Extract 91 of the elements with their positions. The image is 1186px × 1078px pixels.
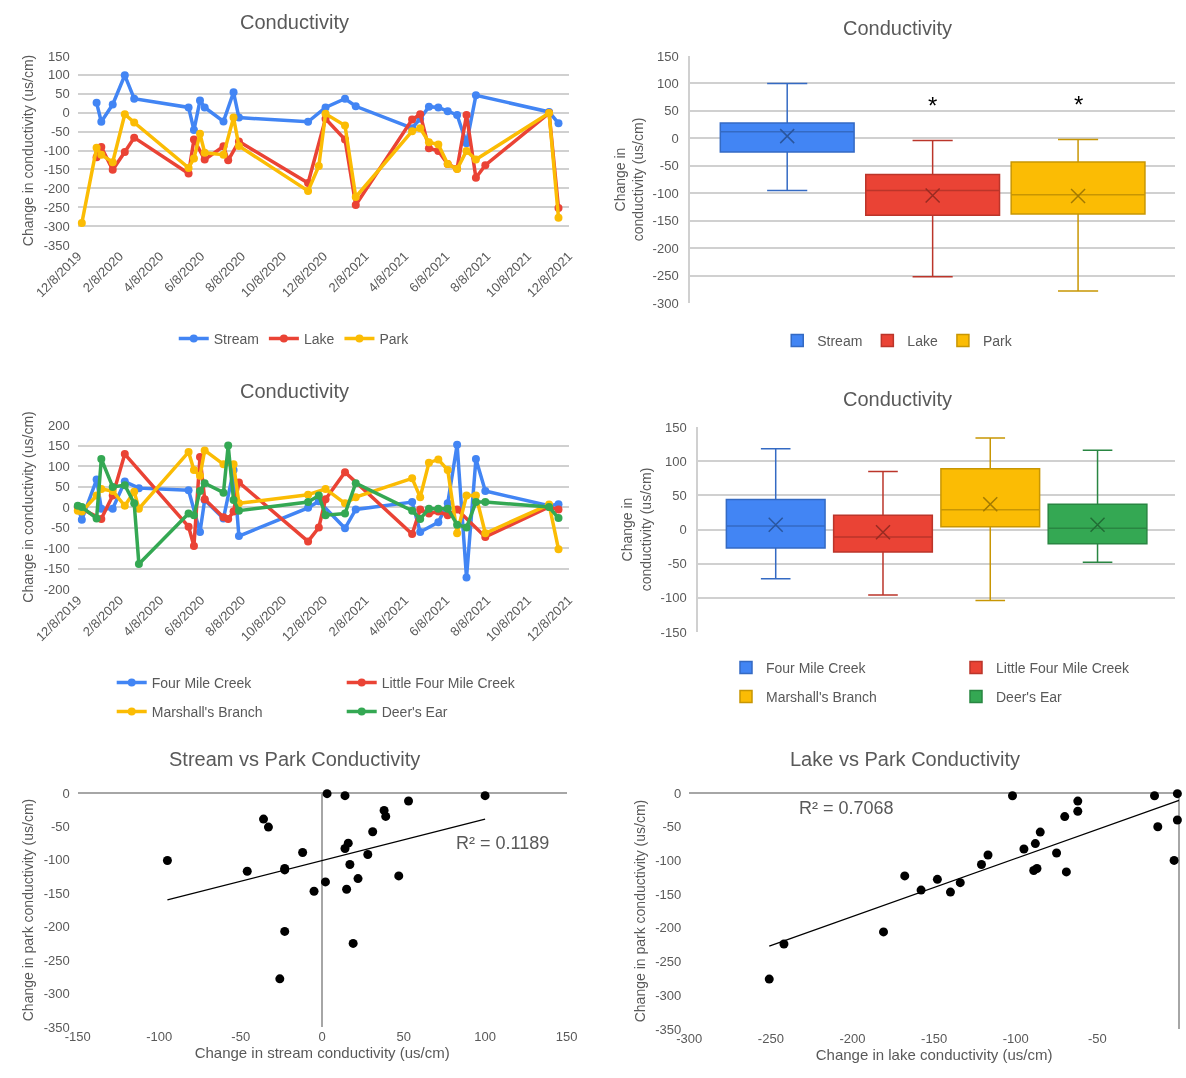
x-tick-label: -50 — [231, 1029, 251, 1044]
x-axis-title: Change in stream conductivity (us/cm) — [194, 1044, 450, 1061]
y-tick-label: 150 — [48, 438, 70, 454]
y-tick-label: -300 — [43, 986, 70, 1002]
y-tick-label: 0 — [62, 499, 70, 515]
chart-title: Conductivity — [240, 11, 349, 33]
y-tick-label: 100 — [48, 458, 70, 474]
legend-label: Four Mile Creek — [151, 675, 253, 692]
y-tick-label: 0 — [62, 105, 70, 121]
y-tick-label: -250 — [43, 199, 70, 215]
x-tick-label: -250 — [757, 1031, 784, 1046]
legend-label: Stream — [213, 331, 259, 348]
x-tick-label: -100 — [146, 1029, 173, 1044]
y-tick-label: -300 — [43, 218, 70, 234]
y-tick-label: 0 — [671, 130, 679, 146]
y-tick-label: -50 — [51, 520, 70, 536]
y-axis-title: Change in conductivity (us/cm) — [619, 467, 654, 592]
legend-label: Deer's Ear — [996, 689, 1063, 706]
annotation: R² = 0.7068 — [799, 798, 894, 818]
y-tick-label: 150 — [664, 419, 687, 435]
legend-label: Little Four Mile Creek — [381, 675, 516, 692]
annotation: R² = 0.1189 — [456, 833, 550, 853]
y-tick-label: 150 — [656, 48, 679, 64]
y-axis-title: Change in park conductivity (us/cm) — [20, 798, 37, 1022]
y-tick-label: -50 — [51, 124, 70, 140]
chart-title: Conductivity — [843, 17, 952, 39]
y-tick-label: 100 — [656, 75, 679, 91]
legend-label: Lake — [907, 333, 938, 350]
x-tick-label: -50 — [1087, 1031, 1107, 1046]
y-tick-label: -200 — [655, 920, 682, 936]
x-tick-label: 100 — [474, 1029, 496, 1044]
y-tick-label: -200 — [43, 919, 70, 935]
y-tick-label: -100 — [652, 185, 679, 201]
legend-label: Four Mile Creek — [766, 660, 867, 677]
legend-label: Lake — [303, 331, 335, 348]
y-tick-label: -350 — [655, 1021, 682, 1037]
annotation: * — [1074, 91, 1084, 118]
y-tick-label: 100 — [664, 453, 687, 469]
y-tick-label: -200 — [43, 180, 70, 196]
x-tick-label: 150 — [555, 1029, 578, 1044]
y-tick-label: -50 — [662, 819, 682, 835]
y-tick-label: 50 — [55, 479, 70, 495]
y-tick-label: 0 — [62, 785, 70, 801]
y-tick-label: -100 — [655, 852, 682, 868]
x-tick-label: -150 — [921, 1031, 948, 1046]
y-tick-label: 200 — [48, 417, 70, 433]
y-tick-label: -250 — [43, 952, 70, 968]
x-tick-label: -100 — [1002, 1031, 1029, 1046]
x-tick-label: -200 — [839, 1031, 866, 1046]
x-tick-label: 0 — [318, 1029, 326, 1044]
y-axis-title: Change in conductivity (us/cm) — [20, 54, 37, 247]
y-axis-title: Change in conductivity (us/cm) — [20, 411, 37, 603]
y-axis-title: Change in park conductivity (us/cm) — [631, 799, 648, 1023]
chart-title: Conductivity — [843, 388, 952, 410]
y-axis-title: Change in conductivity (us/cm) — [611, 117, 646, 242]
y-tick-label: -50 — [667, 556, 687, 572]
y-tick-label: -200 — [43, 581, 70, 597]
legend-label: Stream — [817, 333, 863, 350]
y-tick-label: -350 — [43, 237, 70, 253]
legend-label: Little Four Mile Creek — [996, 660, 1131, 677]
legend-label: Deer's Ear — [381, 704, 448, 721]
y-tick-label: -100 — [43, 143, 70, 159]
y-tick-label: -150 — [43, 885, 70, 901]
y-tick-label: 50 — [672, 487, 687, 503]
y-tick-label: -100 — [43, 852, 70, 868]
chart-title: Lake vs Park Conductivity — [790, 748, 1021, 770]
y-tick-label: -50 — [659, 158, 679, 174]
y-tick-label: 150 — [48, 48, 70, 64]
y-tick-label: 50 — [55, 86, 70, 102]
y-tick-label: -150 — [652, 213, 679, 229]
legend-label: Marshall's Branch — [766, 689, 877, 706]
y-tick-label: 0 — [674, 785, 682, 801]
y-tick-label: -300 — [652, 295, 679, 311]
y-tick-label: -300 — [655, 987, 682, 1003]
legend-label: Park — [982, 333, 1013, 350]
chart-title: Stream vs Park Conductivity — [169, 748, 421, 770]
y-tick-label: -50 — [51, 818, 70, 834]
y-tick-label: -100 — [43, 540, 70, 556]
x-tick-label: 50 — [396, 1029, 411, 1044]
chart-title: Conductivity — [240, 380, 349, 402]
y-tick-label: 50 — [664, 103, 679, 119]
y-tick-label: -150 — [43, 561, 70, 577]
y-tick-label: 100 — [48, 67, 70, 83]
legend-label: Marshall's Branch — [151, 704, 263, 721]
annotation: * — [928, 92, 938, 119]
legend-label: Park — [379, 331, 410, 348]
y-tick-label: -150 — [655, 886, 682, 902]
y-tick-label: 0 — [679, 522, 687, 538]
y-tick-label: -250 — [655, 954, 682, 970]
x-axis-title: Change in lake conductivity (us/cm) — [815, 1046, 1053, 1063]
y-tick-label: -150 — [43, 161, 70, 177]
